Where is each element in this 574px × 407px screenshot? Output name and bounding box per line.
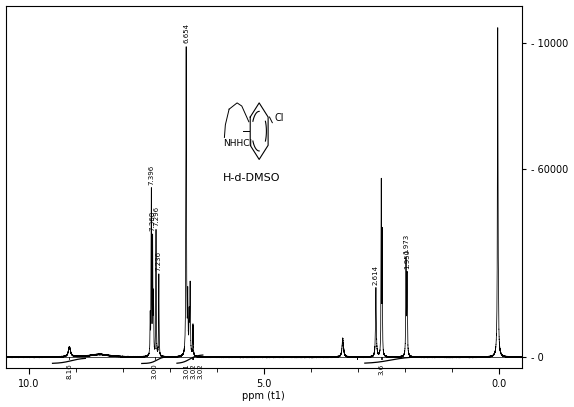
Text: 7.296: 7.296 (153, 206, 159, 226)
Text: 7.368: 7.368 (150, 210, 156, 231)
Text: 1.950: 1.950 (404, 248, 410, 269)
Text: 3.01
3.02
3.02: 3.01 3.02 3.02 (184, 363, 203, 379)
Text: 7.236: 7.236 (156, 251, 162, 271)
Text: 2.614: 2.614 (373, 265, 379, 284)
Text: Cl: Cl (274, 113, 284, 123)
Text: 6.654: 6.654 (183, 24, 189, 44)
Text: 1.973: 1.973 (403, 234, 409, 254)
X-axis label: ppm (t1): ppm (t1) (242, 392, 285, 401)
Text: 3.00: 3.00 (152, 363, 158, 379)
Text: 7.396: 7.396 (148, 164, 154, 184)
Text: 8.16: 8.16 (67, 363, 72, 379)
Text: H-d-DMSO: H-d-DMSO (223, 173, 281, 183)
Text: NHHCl: NHHCl (223, 139, 252, 148)
Text: 3.6: 3.6 (378, 363, 384, 375)
